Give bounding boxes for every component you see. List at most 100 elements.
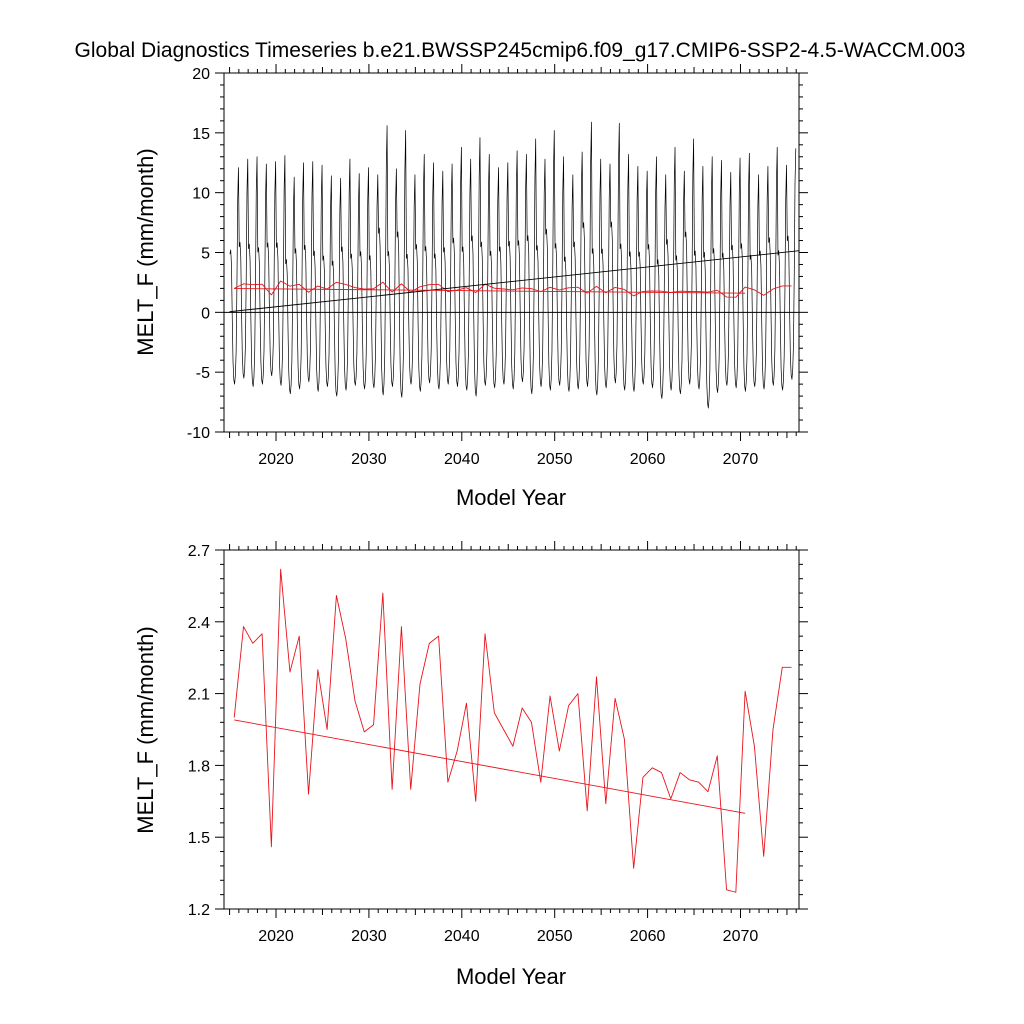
top-plot-area [224, 121, 800, 409]
top-annual-point [791, 285, 792, 286]
top-annual-point [689, 291, 690, 292]
top-y-axis-label: MELT_F (mm/month) [133, 148, 158, 355]
bottom-y-tick-label: 2.1 [188, 687, 210, 704]
top-annual-point [717, 290, 718, 291]
top-annual-point [661, 291, 662, 292]
top-annual-point [475, 292, 476, 293]
top-x-tick-label: 2050 [537, 451, 573, 468]
bottom-annual-point [345, 638, 346, 639]
bottom-annual-point [624, 738, 625, 739]
bottom-annual-point [745, 691, 746, 692]
bottom-annual-point [772, 729, 773, 730]
top-annual-point [345, 284, 346, 285]
bottom-annual-point [596, 676, 597, 677]
top-annual-point [549, 287, 550, 288]
bottom-annual-point [280, 569, 281, 570]
top-annual-point [772, 288, 773, 289]
top-annual-point [373, 288, 374, 289]
top-x-axis-label: Model Year [456, 485, 566, 510]
bottom-annual-point [234, 717, 235, 718]
top-x-tick-label: 2060 [630, 451, 666, 468]
top-annual-point [568, 287, 569, 288]
bottom-x-tick-label: 2040 [444, 928, 480, 945]
top-series-trend-of-annual-mean-melt-f [234, 288, 746, 294]
top-annual-point [289, 286, 290, 287]
bottom-y-tick-label: 2.7 [188, 543, 210, 560]
bottom-annual-point [336, 595, 337, 596]
top-annual-point [577, 287, 578, 288]
bottom-annual-point [429, 643, 430, 644]
bottom-annual-point [633, 868, 634, 869]
bottom-annual-point [679, 772, 680, 773]
bottom-annual-point [661, 772, 662, 773]
top-annual-point [336, 282, 337, 283]
top-x-tick-label: 2070 [723, 451, 759, 468]
top-annual-point [726, 296, 727, 297]
top-y-tick-label: 15 [192, 126, 210, 143]
top-annual-point [624, 289, 625, 290]
bottom-annual-point [614, 698, 615, 699]
top-series-trend-of-monthly-melt-f [229, 250, 800, 313]
bottom-annual-point [475, 801, 476, 802]
top-annual-point [735, 297, 736, 298]
bottom-annual-point [289, 671, 290, 672]
bottom-y-tick-label: 1.5 [188, 830, 210, 847]
bottom-annual-point [568, 705, 569, 706]
top-annual-point [429, 284, 430, 285]
bottom-y-tick-label: 2.4 [188, 615, 210, 632]
top-annual-point [243, 283, 244, 284]
bottom-annual-point [243, 626, 244, 627]
top-x-tick-label: 2040 [444, 451, 480, 468]
top-annual-point [261, 284, 262, 285]
bottom-plot-area [233, 568, 792, 893]
bottom-annual-point [717, 755, 718, 756]
top-annual-point [559, 289, 560, 290]
bottom-x-tick-label: 2070 [723, 928, 759, 945]
top-x-tick-label: 2020 [258, 451, 294, 468]
bottom-annual-point [782, 667, 783, 668]
bottom-x-tick-label: 2060 [630, 928, 666, 945]
bottom-x-axis-label: Model Year [456, 964, 566, 989]
top-annual-point [252, 284, 253, 285]
top-panel: 2020 2030 2040 2050 2060 2070 -10 -5 0 5 10 15 20 Mo… [133, 64, 808, 510]
bottom-annual-point [252, 643, 253, 644]
top-annual-point [382, 282, 383, 283]
top-annual-point [280, 280, 281, 281]
bottom-annual-point [484, 633, 485, 634]
bottom-annual-point [522, 707, 523, 708]
bottom-panel: 2020 2030 2040 2050 2060 2070 1.2 1.5 1.8 2.1 2.4 2… [133, 541, 808, 989]
bottom-annual-point [410, 789, 411, 790]
bottom-annual-point [382, 592, 383, 593]
top-y-tick-label: -5 [196, 365, 210, 382]
top-annual-point [745, 286, 746, 287]
top-y-tick-label: -10 [187, 425, 210, 442]
bottom-annual-point [494, 712, 495, 713]
bottom-annual-point [559, 750, 560, 751]
bottom-annual-point [466, 703, 467, 704]
bottom-annual-point [308, 794, 309, 795]
top-x-tick-label: 2030 [351, 451, 387, 468]
bottom-x-tick-label: 2030 [351, 928, 387, 945]
bottom-annual-point [317, 669, 318, 670]
top-annual-point [522, 287, 523, 288]
bottom-annual-point [549, 695, 550, 696]
bottom-annual-point [540, 782, 541, 783]
top-annual-point [308, 292, 309, 293]
bottom-annual-point [512, 746, 513, 747]
bottom-axes-ticks: 2020 2030 2040 2050 2060 2070 1.2 1.5 1.8 2.1 2.4 2… [188, 541, 808, 945]
bottom-annual-point [587, 810, 588, 811]
top-annual-point [401, 283, 402, 284]
top-annual-point [596, 286, 597, 287]
top-annual-point [698, 291, 699, 292]
bottom-series-trend-of-annual-mean-melt-f [234, 719, 746, 814]
top-annual-point [512, 289, 513, 290]
bottom-series-annual-mean-melt-f [233, 568, 792, 893]
figure-title: Global Diagnostics Timeseries b.e21.BWSS… [75, 39, 966, 62]
bottom-annual-point [605, 803, 606, 804]
bottom-annual-point [726, 889, 727, 890]
top-annual-point [503, 288, 504, 289]
bottom-annual-point [763, 856, 764, 857]
bottom-annual-point [642, 777, 643, 778]
bottom-annual-point [438, 636, 439, 637]
